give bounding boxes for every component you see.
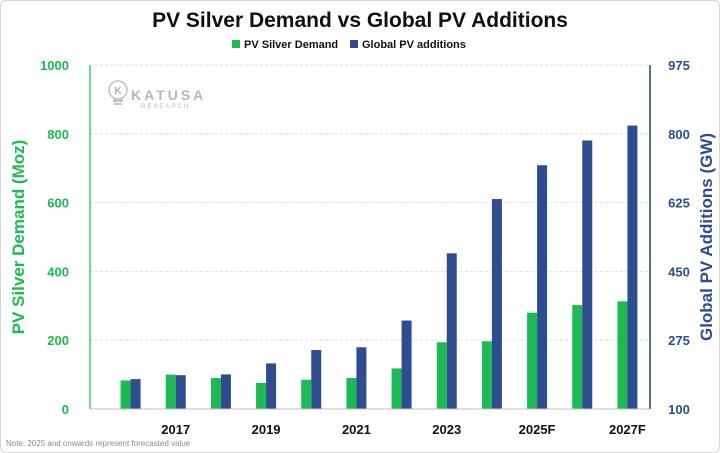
bar-silver-demand xyxy=(120,380,131,409)
watermark-sub: RESEARCH xyxy=(141,104,190,110)
svg-text:K: K xyxy=(114,86,122,97)
lightbulb-icon: K xyxy=(108,80,128,105)
legend: PV Silver Demand Global PV additions xyxy=(232,39,466,51)
x-tick-label: 2027F xyxy=(609,422,646,437)
bar-pv-additions xyxy=(130,379,141,409)
bar-silver-demand xyxy=(572,305,583,409)
x-tick-label: 2023 xyxy=(432,422,461,437)
bar-silver-demand xyxy=(210,378,221,409)
bar-silver-demand xyxy=(617,301,628,409)
bar-silver-demand xyxy=(436,342,447,409)
bar-pv-additions xyxy=(220,374,231,409)
bar-silver-demand xyxy=(165,374,176,409)
y-tick-right: 450 xyxy=(668,264,690,279)
bar-pv-additions xyxy=(311,350,322,409)
bar-silver-demand xyxy=(391,368,402,409)
bar-pv-additions xyxy=(356,347,367,409)
y-axis-title-right: Global PV Additions (GW) xyxy=(697,133,716,341)
bar-silver-demand xyxy=(527,312,538,409)
legend-label-silver: PV Silver Demand xyxy=(244,39,338,51)
chart-title: PV Silver Demand vs Global PV Additions xyxy=(152,9,568,32)
bars xyxy=(120,125,638,409)
y-tick-right: 275 xyxy=(668,333,690,348)
bar-pv-additions xyxy=(266,363,277,409)
bar-pv-additions xyxy=(175,375,186,409)
x-tick-label: 2025F xyxy=(519,422,556,437)
watermark-name: KATUSA xyxy=(131,87,206,103)
y-tick-left: 1000 xyxy=(40,58,69,73)
y-axis-title-left: PV Silver Demand (Moz) xyxy=(9,140,28,335)
legend-label-pv: Global PV additions xyxy=(362,39,466,51)
bar-silver-demand xyxy=(301,379,312,409)
bar-silver-demand xyxy=(346,378,357,409)
x-tick-label: 2017 xyxy=(161,422,190,437)
bar-pv-additions xyxy=(537,165,548,409)
y-tick-right: 800 xyxy=(668,127,690,142)
bar-pv-additions xyxy=(627,125,638,409)
bar-pv-additions xyxy=(582,140,593,409)
bar-silver-demand xyxy=(481,341,492,409)
y-tick-left: 400 xyxy=(47,264,69,279)
y-tick-left: 0 xyxy=(62,402,69,417)
y-tick-right: 975 xyxy=(668,58,690,73)
y-tick-left: 200 xyxy=(47,333,69,348)
axes xyxy=(89,65,651,410)
bar-pv-additions xyxy=(401,320,412,409)
tick-labels: 0 200 400 600 800 1000 100 275 450 625 800 975 2017 2… xyxy=(40,58,690,437)
y-tick-right: 100 xyxy=(668,402,690,417)
y-tick-left: 600 xyxy=(47,196,69,211)
bar-pv-additions xyxy=(446,253,457,409)
x-tick-label: 2019 xyxy=(252,422,281,437)
y-tick-left: 800 xyxy=(47,127,69,142)
gridlines xyxy=(90,64,650,341)
y-tick-right: 625 xyxy=(668,196,690,211)
legend-swatch-silver xyxy=(232,40,240,48)
footnote: Note: 2025 and onwards represent forecas… xyxy=(6,439,191,448)
legend-swatch-pv xyxy=(350,40,358,48)
bar-pv-additions xyxy=(491,199,502,409)
bar-silver-demand xyxy=(256,382,267,409)
watermark-logo: K KATUSA RESEARCH xyxy=(108,80,206,110)
x-tick-label: 2021 xyxy=(342,422,371,437)
